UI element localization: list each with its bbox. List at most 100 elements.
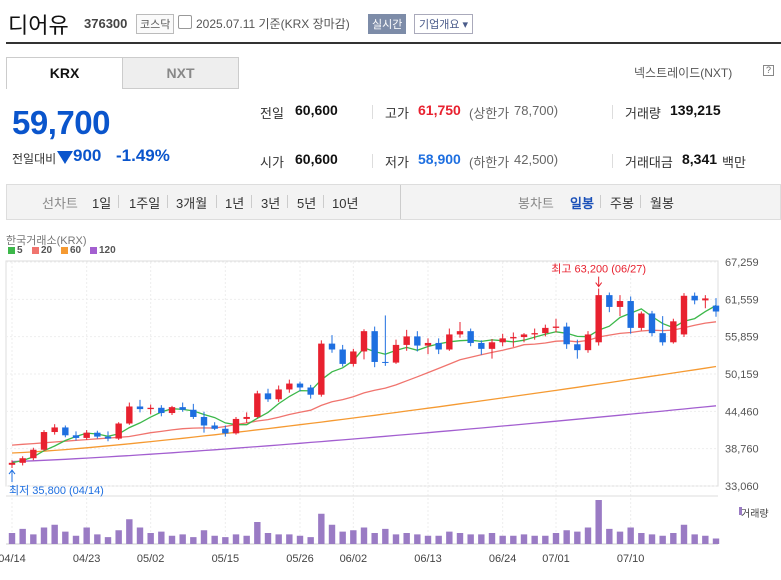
volume-bar xyxy=(104,537,112,544)
volume-legend-swatch xyxy=(739,507,742,515)
legend-swatch-ma60 xyxy=(61,247,68,254)
volume-bar xyxy=(30,534,37,544)
period-10y[interactable]: 10년 xyxy=(332,196,359,211)
volume-bar xyxy=(584,527,592,544)
candle-body xyxy=(712,305,720,312)
candle-body xyxy=(446,334,453,350)
legend-swatch-ma120 xyxy=(90,247,97,254)
volume-bar xyxy=(286,534,293,544)
current-price: 59,700 xyxy=(12,104,110,141)
tab-nxt[interactable]: NXT xyxy=(122,57,239,89)
candle-body xyxy=(190,409,197,417)
y-tick-label: 44,460 xyxy=(725,406,759,418)
x-tick-label: 07/01 xyxy=(542,553,570,565)
realtime-button[interactable]: 실시간 xyxy=(368,14,407,34)
period-monthly[interactable]: 월봉 xyxy=(650,196,674,211)
y-tick-label: 61,559 xyxy=(725,294,759,306)
candle-body xyxy=(595,295,602,343)
volume-bar xyxy=(478,534,485,544)
period-divider xyxy=(118,195,119,208)
stock-code: 376300 xyxy=(84,16,128,31)
period-daily[interactable]: 일봉 xyxy=(570,196,594,211)
candle-body xyxy=(456,331,464,335)
line-chart-label: 선차트 xyxy=(42,196,78,211)
period-divider xyxy=(287,195,288,208)
volume-bar xyxy=(40,527,48,544)
candle-body xyxy=(296,383,304,388)
period-1w[interactable]: 1주일 xyxy=(129,196,161,211)
candle-body xyxy=(104,436,112,439)
candle-body xyxy=(83,432,90,438)
y-tick-label: 50,159 xyxy=(725,369,759,381)
volume-bar xyxy=(702,535,709,544)
ma5-line xyxy=(11,304,717,464)
candle-body xyxy=(254,393,261,417)
candle-body xyxy=(19,458,26,463)
volume-bar xyxy=(328,524,336,544)
volume-bar xyxy=(307,537,314,544)
header-divider xyxy=(6,42,781,44)
ma60-line xyxy=(11,365,717,454)
period-3y[interactable]: 3년 xyxy=(261,196,281,211)
candle-body xyxy=(307,387,314,395)
candle-body xyxy=(8,462,16,465)
volume-bar xyxy=(264,533,272,544)
period-weekly[interactable]: 주봉 xyxy=(610,196,634,211)
help-icon[interactable]: ? xyxy=(763,65,774,76)
volume-bar xyxy=(712,538,720,544)
candle-body xyxy=(115,423,122,439)
volume-bar xyxy=(83,527,90,544)
volume-bar xyxy=(382,528,389,544)
volume-bar xyxy=(19,528,26,544)
volume-bar xyxy=(520,534,528,544)
volume-bar xyxy=(147,533,154,544)
volume-bar xyxy=(574,531,581,544)
y-tick-label: 38,760 xyxy=(725,444,759,456)
candle-body xyxy=(318,343,325,395)
candle-body xyxy=(72,435,80,438)
x-tick-label: 04/14 xyxy=(0,553,26,565)
stat-divider xyxy=(372,105,373,119)
candle-body xyxy=(520,334,528,338)
tab-krx[interactable]: KRX xyxy=(6,57,123,89)
trade-amount-value: 8,341 xyxy=(682,151,718,167)
candle-body xyxy=(179,407,186,410)
volume-bar xyxy=(595,500,602,544)
candle-body xyxy=(467,331,474,343)
x-tick-label: 07/10 xyxy=(617,553,645,565)
candle-body xyxy=(243,416,250,419)
candle-body xyxy=(488,342,496,349)
legend-ma5: 5 xyxy=(17,245,23,256)
candle-body xyxy=(158,407,165,414)
period-1d[interactable]: 1일 xyxy=(92,196,112,211)
down-triangle-icon xyxy=(57,151,73,164)
candle-body xyxy=(51,427,58,433)
stock-name: 디어유 xyxy=(8,14,69,39)
candle-body xyxy=(222,428,229,434)
volume-bar xyxy=(467,534,474,544)
period-divider xyxy=(600,195,601,208)
nextrade-link[interactable]: 넥스트레이드(NXT) xyxy=(634,66,733,80)
volume-bar xyxy=(659,535,666,544)
price-chart[interactable]: 67,259 61,559 55,859 50,159 44,460 38,760 33,0… xyxy=(0,252,781,580)
volume-bar xyxy=(414,534,421,544)
volume-bar xyxy=(243,535,250,544)
volume-bar xyxy=(488,533,496,544)
volume-bar xyxy=(606,528,613,544)
company-info-dropdown[interactable]: 기업개요 ▾ xyxy=(414,14,474,34)
volume-bar xyxy=(72,535,80,544)
period-5y[interactable]: 5년 xyxy=(297,196,317,211)
x-tick-label: 05/02 xyxy=(137,553,165,565)
candle-body xyxy=(136,406,144,410)
period-3m[interactable]: 3개월 xyxy=(176,196,208,211)
volume-bar xyxy=(350,530,357,544)
candle-body xyxy=(360,331,368,352)
period-1y[interactable]: 1년 xyxy=(225,196,245,211)
candle-body xyxy=(531,333,538,335)
change-label: 전일대비 xyxy=(12,152,57,166)
candle-body xyxy=(328,343,336,350)
trade-amount-label: 거래대금 xyxy=(625,155,673,170)
candle-body xyxy=(371,331,378,362)
candle-body xyxy=(478,342,485,349)
volume-bar xyxy=(638,533,645,544)
